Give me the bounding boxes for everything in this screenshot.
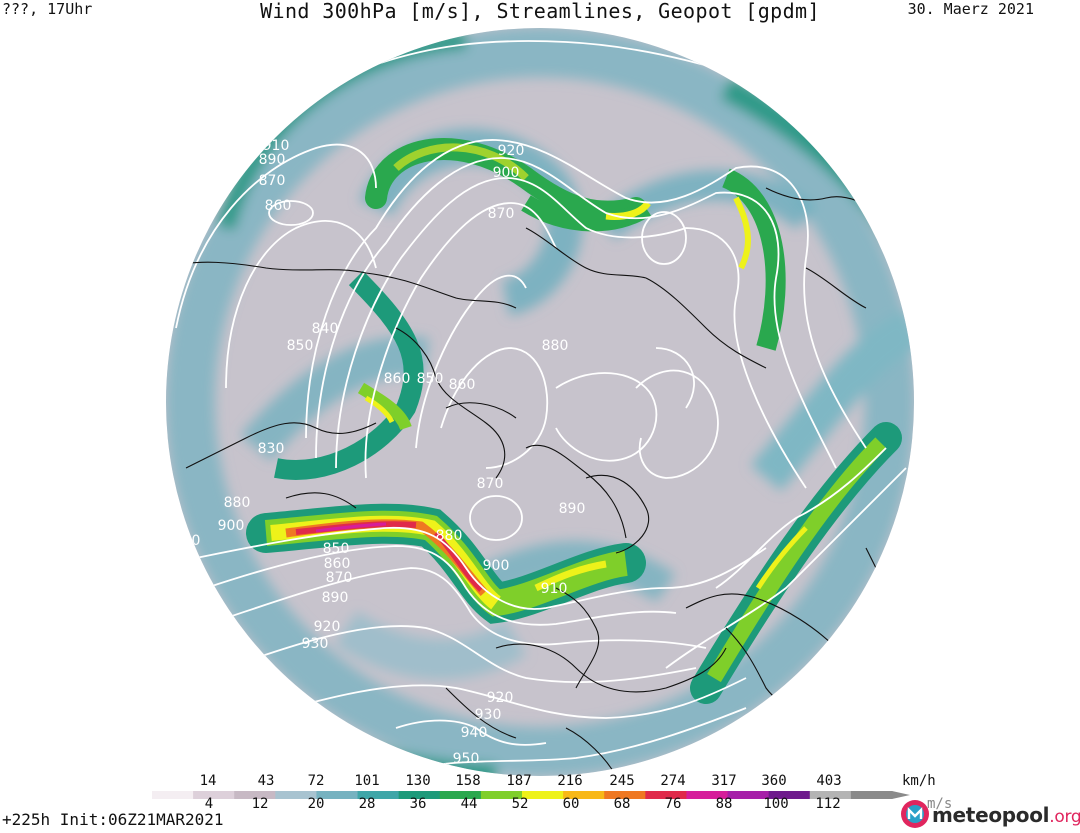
legend-ms-value: 112 (815, 796, 841, 812)
legend-ms-value: 4 (204, 796, 214, 812)
legend-kmh-unit: km/h (902, 773, 936, 789)
legend-kmh-value: 274 (660, 773, 686, 789)
legend-color-swatch (563, 791, 605, 799)
init-time-label: +225h Init:06Z21MAR2021 (2, 810, 224, 829)
map-disc: 9509108908708609209008709409308408508808… (166, 28, 914, 776)
legend-kmh-value: 317 (711, 773, 737, 789)
legend-ms-value: 60 (562, 796, 580, 812)
legend-kmh-value: 72 (307, 773, 325, 789)
legend-kmh-value: 14 (199, 773, 217, 789)
contour-label: 870 (326, 570, 353, 586)
legend-ms-value: 68 (613, 796, 631, 812)
legend-color-swatch (234, 791, 276, 799)
legend-color-swatch (604, 791, 646, 799)
legend-color-swatch (686, 791, 729, 799)
contour-label: 850 (287, 338, 314, 354)
contour-label: 860 (449, 377, 476, 393)
contour-label: 880 (224, 495, 251, 511)
contour-label: 900 (493, 165, 520, 181)
contour-labels: 9509108908708609209008709409308408508808… (166, 64, 799, 767)
legend-color-swatch (522, 791, 564, 799)
legend-color-swatch (850, 791, 893, 799)
legend-kmh-value: 245 (609, 773, 635, 789)
meteopool-logo-icon (901, 800, 929, 828)
contour-label: 880 (542, 338, 569, 354)
contour-label: 890 (559, 501, 586, 517)
contour-label: 860 (265, 198, 292, 214)
legend-color-swatch (152, 791, 194, 799)
legend-kmh-value: 43 (257, 773, 275, 789)
meteopool-brand[interactable]: meteopool.org (898, 799, 1080, 831)
legend-kmh-value: 187 (506, 773, 532, 789)
contour-label: 930 (475, 707, 502, 723)
legend-ms-value: 44 (460, 796, 478, 812)
contour-label: 870 (259, 173, 286, 189)
contour-label: 830 (258, 441, 285, 457)
contour-label: 880 (436, 528, 463, 544)
contour-label: 900 (218, 518, 245, 534)
contour-label: 940 (461, 725, 488, 741)
valid-date: 30. Maerz 2021 (907, 0, 1034, 18)
legend-color-bar (152, 791, 910, 799)
legend-ms-value: 52 (511, 796, 529, 812)
legend-kmh-value: 130 (405, 773, 431, 789)
contour-label: 890 (259, 152, 286, 168)
contour-label: 950 (772, 64, 799, 80)
legend-color-swatch (439, 791, 482, 799)
legend-ms-value: 76 (664, 796, 682, 812)
contour-label: 950 (166, 643, 189, 659)
legend-color-swatch (645, 791, 687, 799)
legend-color-swatch (275, 791, 317, 799)
legend-overflow-arrow (892, 791, 910, 799)
contour-label: 910 (541, 581, 568, 597)
wind-streamline-map: 9509108908708609209008709409308408508808… (166, 28, 914, 776)
legend-color-swatch (768, 791, 811, 799)
legend-color-swatch (480, 791, 523, 799)
polar-map: 9509108908708609209008709409308408508808… (166, 28, 914, 776)
contour-label: 850 (323, 541, 350, 557)
legend-ms-value: 28 (358, 796, 376, 812)
contour-label: 890 (322, 590, 349, 606)
contour-label: 930 (302, 636, 329, 652)
legend-kmh-value: 360 (761, 773, 787, 789)
legend-color-swatch (193, 791, 235, 799)
contour-label: 920 (487, 690, 514, 706)
contour-label: 870 (488, 206, 515, 222)
legend-ms-value: 100 (763, 796, 789, 812)
brand-name: meteopool (932, 803, 1050, 827)
contour-label: 920 (314, 619, 341, 635)
forecast-time-label: ???, 17Uhr (2, 0, 93, 18)
legend-color-swatch (357, 791, 400, 799)
contour-label: 930 (301, 729, 328, 745)
legend-color-swatch (316, 791, 359, 799)
contour-label: 850 (417, 371, 444, 387)
geopotential-contours (166, 40, 914, 769)
chart-title: Wind 300hPa [m/s], Streamlines, Geopot [… (260, 0, 820, 23)
legend-ms-value: 88 (715, 796, 733, 812)
legend-color-swatch (809, 791, 852, 799)
contour-label: 950 (453, 751, 480, 767)
contour-label: 910 (174, 533, 201, 549)
legend-color-swatch (398, 791, 441, 799)
contour-label: 870 (477, 476, 504, 492)
meteopool-wordmark: meteopool.org (932, 803, 1080, 827)
brand-tld: .org (1049, 807, 1080, 827)
wind-speed-legend: 14 43 72 101 130 158 187 216 245 274 317 360 403 km/… (0, 772, 1080, 833)
legend-kmh-value: 403 (816, 773, 842, 789)
legend-kmh-value: 216 (557, 773, 583, 789)
contour-label: 900 (483, 558, 510, 574)
contour-label: 860 (384, 371, 411, 387)
legend-kmh-value: 101 (354, 773, 380, 789)
legend-ms-value: 12 (251, 796, 269, 812)
contour-label: 840 (312, 321, 339, 337)
legend-kmh-value: 158 (455, 773, 481, 789)
legend-ms-unit: m/s (927, 796, 953, 812)
legend-color-swatch (727, 791, 770, 799)
contour-label: 920 (498, 143, 525, 159)
legend-ms-value: 20 (307, 796, 325, 812)
legend-ms-value: 36 (409, 796, 427, 812)
contour-label: 860 (324, 556, 351, 572)
